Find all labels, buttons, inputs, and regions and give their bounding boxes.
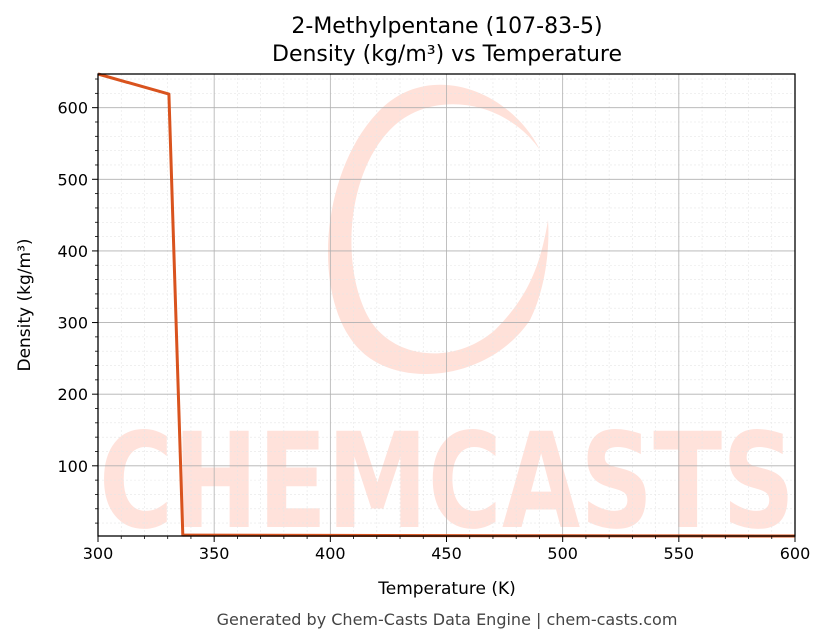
axis-ticks: 300 350 400 450 500 550 600 100 200 300 400 500 600 [57, 78, 811, 563]
watermark: CHEMCASTS [99, 84, 795, 559]
y-axis-label: Density (kg/m³) [15, 238, 35, 371]
footer-credit: Generated by Chem-Casts Data Engine | ch… [217, 610, 678, 629]
y-tick-label: 100 [57, 457, 88, 476]
watermark-logo-icon [327, 84, 549, 374]
x-tick-label: 400 [315, 544, 346, 563]
y-tick-label: 300 [57, 314, 88, 333]
chart-subtitle: Density (kg/m³) vs Temperature [272, 42, 622, 67]
x-tick-label: 600 [780, 544, 811, 563]
y-tick-label: 200 [57, 385, 88, 404]
major-grid [98, 74, 795, 536]
x-tick-label: 350 [199, 544, 230, 563]
y-tick-label: 500 [57, 170, 88, 189]
x-tick-label: 450 [431, 544, 462, 563]
x-tick-label: 300 [83, 544, 114, 563]
x-tick-label: 550 [664, 544, 695, 563]
y-tick-label: 400 [57, 242, 88, 261]
chart-title: 2-Methylpentane (107-83-5) [291, 14, 602, 39]
y-tick-label: 600 [57, 99, 88, 118]
x-axis-label: Temperature (K) [377, 579, 516, 599]
x-tick-label: 500 [547, 544, 578, 563]
